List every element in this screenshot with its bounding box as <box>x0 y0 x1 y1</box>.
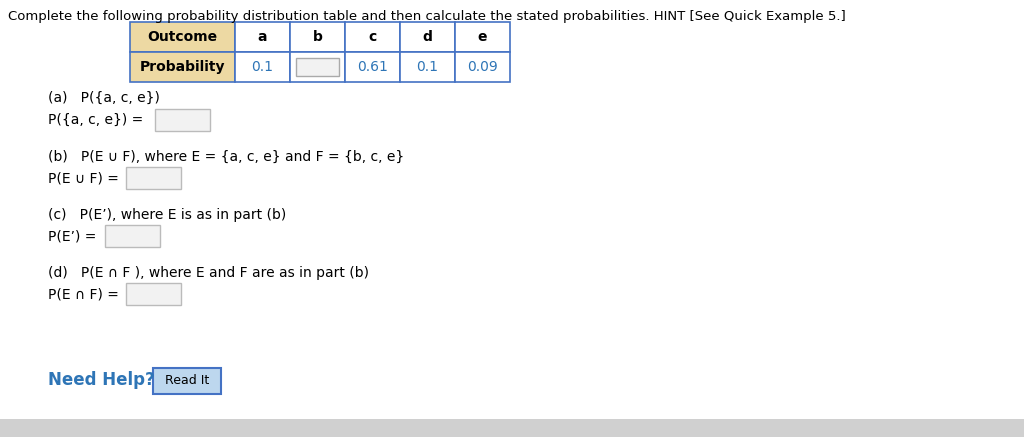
Text: c: c <box>369 30 377 44</box>
Bar <box>155 109 210 131</box>
Text: P({a, c, e}) =: P({a, c, e}) = <box>48 113 147 127</box>
Text: (a)   P({a, c, e}): (a) P({a, c, e}) <box>48 91 160 105</box>
Bar <box>0 419 1024 437</box>
Bar <box>345 22 400 52</box>
Text: a: a <box>258 30 267 44</box>
Bar <box>126 167 181 189</box>
Bar <box>130 22 234 52</box>
Text: (c)   P(E’), where E is as in part (b): (c) P(E’), where E is as in part (b) <box>48 208 287 222</box>
Bar <box>234 52 290 82</box>
Bar <box>455 22 510 52</box>
Text: 0.1: 0.1 <box>417 60 438 74</box>
Text: 0.1: 0.1 <box>252 60 273 74</box>
Text: 0.09: 0.09 <box>467 60 498 74</box>
Text: Complete the following probability distribution table and then calculate the sta: Complete the following probability distr… <box>8 10 846 23</box>
Text: Read It: Read It <box>165 375 209 388</box>
Text: P(E’) =: P(E’) = <box>48 229 100 243</box>
Bar <box>400 52 455 82</box>
Bar <box>290 22 345 52</box>
Text: b: b <box>312 30 323 44</box>
Bar <box>104 225 160 247</box>
Bar <box>290 52 345 82</box>
Bar <box>400 22 455 52</box>
Text: Need Help?: Need Help? <box>48 371 155 389</box>
Text: d: d <box>423 30 432 44</box>
Text: e: e <box>478 30 487 44</box>
Bar <box>130 52 234 82</box>
Text: Probability: Probability <box>139 60 225 74</box>
Bar <box>296 58 339 76</box>
Text: (d)   P(E ∩ F ), where E and F are as in part (b): (d) P(E ∩ F ), where E and F are as in p… <box>48 266 369 280</box>
Bar <box>345 52 400 82</box>
Text: Outcome: Outcome <box>147 30 217 44</box>
Bar <box>234 22 290 52</box>
Bar <box>153 368 221 394</box>
Text: 0.61: 0.61 <box>357 60 388 74</box>
Bar <box>126 283 181 305</box>
Text: P(E ∩ F) =: P(E ∩ F) = <box>48 287 123 301</box>
Bar <box>455 52 510 82</box>
Text: (b)   P(E ∪ F), where E = {a, c, e} and F = {b, c, e}: (b) P(E ∪ F), where E = {a, c, e} and F … <box>48 150 404 164</box>
Text: P(E ∪ F) =: P(E ∪ F) = <box>48 171 123 185</box>
